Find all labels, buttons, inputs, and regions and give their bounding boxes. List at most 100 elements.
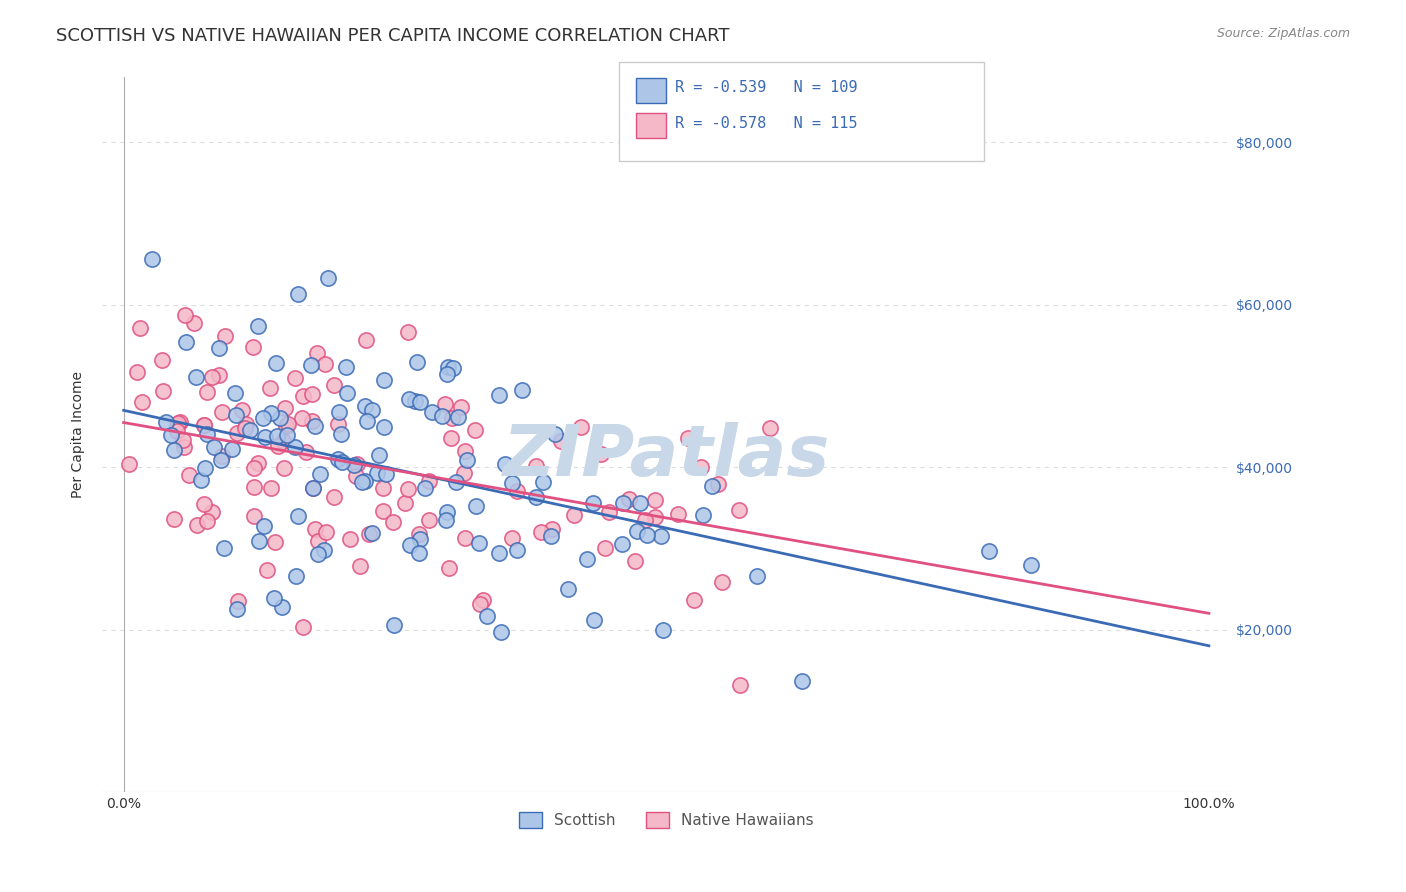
Point [441,360,464,375]
Point [301,386,323,401]
Point [193,417,215,432]
Point [450,400,472,414]
Point [689,460,711,475]
Point [169,415,191,429]
Point [582,495,605,509]
Point [291,410,314,425]
Point [225,601,247,615]
Point [398,538,420,552]
Point [167,416,190,430]
Point [436,367,458,381]
Point [475,608,498,623]
Point [249,533,271,548]
Point [666,508,689,522]
Point [332,455,354,469]
Point [209,453,232,467]
Point [471,593,494,607]
Point [361,525,384,540]
Point [242,340,264,354]
Point [172,433,194,447]
Point [356,334,378,348]
Point [506,543,529,558]
Point [692,508,714,522]
Point [315,524,337,539]
Point [373,373,395,387]
Point [728,503,751,517]
Point [190,474,212,488]
Point [394,496,416,510]
Point [418,474,440,488]
Point [301,481,323,495]
Point [276,428,298,442]
Point [505,483,527,498]
Point [434,397,457,411]
Point [644,510,666,524]
Point [430,409,453,424]
Point [264,356,287,370]
Point [747,569,769,583]
Point [253,518,276,533]
Point [193,418,215,433]
Point [562,508,585,523]
Point [557,582,579,596]
Point [612,496,634,510]
Point [163,442,186,457]
Point [177,467,200,482]
Point [252,410,274,425]
Point [312,543,335,558]
Point [650,529,672,543]
Point [201,369,224,384]
Point [418,512,440,526]
Point [396,325,419,339]
Point [330,427,353,442]
Point [202,440,225,454]
Point [195,426,218,441]
Point [155,416,177,430]
Point [408,527,430,541]
Point [276,418,298,433]
Point [349,558,371,573]
Point [183,316,205,330]
Point [264,535,287,549]
Point [292,620,315,634]
Point [531,475,554,490]
Point [540,529,562,543]
Point [194,460,217,475]
Point [225,425,247,440]
Point [439,431,461,445]
Point [728,678,751,692]
Text: Source: ZipAtlas.com: Source: ZipAtlas.com [1216,27,1350,40]
Point [260,406,283,420]
Point [295,445,318,459]
Point [166,418,188,433]
Point [304,419,326,434]
Point [593,541,616,556]
Point [211,449,233,463]
Point [434,513,457,527]
Point [316,270,339,285]
Point [273,434,295,449]
Point [184,370,207,384]
Point [242,461,264,475]
Point [1019,558,1042,572]
Text: ZIPatlas: ZIPatlas [502,422,830,491]
Point [228,594,250,608]
Point [356,414,378,428]
Point [225,408,247,422]
Point [243,509,266,524]
Point [287,509,309,524]
Point [221,442,243,456]
Point [408,546,430,560]
Point [299,358,322,372]
Point [405,354,427,368]
Point [488,387,510,401]
Point [373,420,395,434]
Point [644,492,666,507]
Point [150,352,173,367]
Point [467,536,489,550]
Point [456,453,478,467]
Point [707,477,730,491]
Point [453,443,475,458]
Point [195,385,218,400]
Point [260,481,283,495]
